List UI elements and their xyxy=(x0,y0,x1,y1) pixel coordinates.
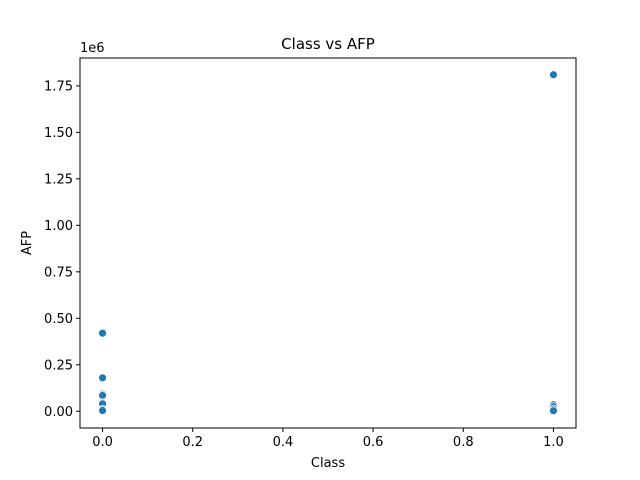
data-point xyxy=(98,328,107,338)
data-point xyxy=(98,391,107,400)
y-tick-label: 1.75 xyxy=(44,79,73,94)
y-tick-label: 0.50 xyxy=(44,312,73,327)
y-axis: 0.00 0.25 0.50 0.75 1.00 1.25 1.50 1.75 xyxy=(44,79,80,420)
data-point xyxy=(98,373,107,383)
x-tick-label: 0.4 xyxy=(273,435,294,450)
y-axis-label: AFP xyxy=(20,231,35,255)
data-point xyxy=(98,406,107,415)
x-tick-label: 1.0 xyxy=(543,435,564,450)
x-axis: 0.0 0.2 0.4 0.6 0.8 1.0 xyxy=(92,428,564,450)
x-tick-label: 0.2 xyxy=(182,435,203,450)
y-offset-label: 1e6 xyxy=(80,41,105,56)
x-tick-label: 0.0 xyxy=(92,435,113,450)
chart-title: Class vs AFP xyxy=(281,35,375,53)
y-tick-label: 1.00 xyxy=(44,219,73,234)
plot-area xyxy=(79,57,577,429)
y-tick-label: 0.25 xyxy=(44,358,73,373)
y-tick-label: 1.50 xyxy=(44,126,73,141)
x-axis-label: Class xyxy=(311,456,345,471)
x-tick-label: 0.6 xyxy=(363,435,384,450)
data-points xyxy=(98,70,558,416)
y-tick-label: 1.25 xyxy=(44,172,73,187)
x-tick-label: 0.8 xyxy=(453,435,474,450)
data-point xyxy=(549,70,558,80)
data-point xyxy=(549,406,558,416)
y-tick-label: 0.00 xyxy=(44,405,73,420)
y-tick-label: 0.75 xyxy=(44,265,73,280)
